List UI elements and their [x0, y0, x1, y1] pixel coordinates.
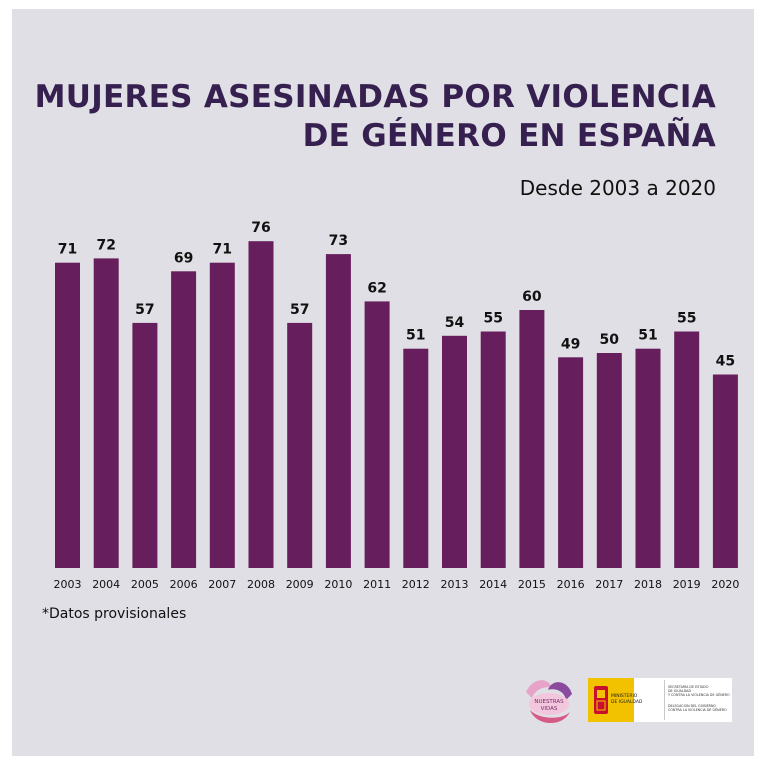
value-label-2008: 76 [251, 220, 270, 236]
x-tick-2015: 2015 [518, 578, 546, 591]
x-tick-2018: 2018 [634, 578, 662, 591]
bar-2013 [442, 335, 467, 568]
logos-area: NUESTRAS VIDAS MINISTERIO DE IGUALDAD SE… [522, 672, 732, 730]
bar-2012 [403, 348, 429, 568]
value-label-2015: 60 [522, 289, 542, 305]
logo-text-line1: NUESTRAS [534, 699, 564, 705]
x-tick-2014: 2014 [479, 578, 507, 591]
bar-2008 [248, 241, 274, 568]
x-tick-2010: 2010 [324, 578, 352, 591]
bar-2017 [596, 353, 622, 568]
igualdad-label: DE IGUALDAD [611, 699, 643, 705]
x-tick-2004: 2004 [92, 578, 120, 591]
x-tick-2017: 2017 [595, 578, 623, 591]
value-label-2018: 51 [638, 328, 657, 344]
footnote: *Datos provisionales [42, 606, 187, 622]
x-tick-2016: 2016 [557, 578, 585, 591]
value-label-2004: 72 [96, 237, 115, 253]
value-label-2005: 57 [135, 302, 154, 318]
x-tick-2013: 2013 [441, 578, 469, 591]
bar-2009 [287, 322, 313, 568]
x-tick-2012: 2012 [402, 578, 430, 591]
value-label-2012: 51 [406, 328, 425, 344]
ministerio-label: MINISTERIO [611, 693, 638, 699]
ministerio-igualdad-logo: MINISTERIO DE IGUALDAD SECRETARÍA DE EST… [588, 678, 732, 722]
svg-text:CONTRA LA VIOLENCIA DE GÉNERO: CONTRA LA VIOLENCIA DE GÉNERO [668, 707, 727, 712]
svg-text:DELEGACIÓN DEL GOBIERNO: DELEGACIÓN DEL GOBIERNO [668, 703, 716, 708]
chart-subtitle: Desde 2003 a 2020 [519, 176, 716, 200]
chart-title: MUJERES ASESINADAS POR VIOLENCIA DE GÉNE… [35, 78, 716, 156]
value-label-2016: 49 [561, 336, 580, 352]
bar-2016 [558, 357, 584, 568]
x-tick-2020: 2020 [711, 578, 739, 591]
svg-text:DE IGUALDAD: DE IGUALDAD [668, 689, 691, 693]
x-tick-2006: 2006 [170, 578, 198, 591]
bar-2003 [55, 262, 80, 568]
bar-2019 [674, 331, 700, 568]
bar-2018 [635, 348, 661, 568]
x-tick-2007: 2007 [208, 578, 236, 591]
bar-2010 [325, 254, 351, 568]
value-label-2006: 69 [174, 250, 193, 266]
value-label-2009: 57 [290, 302, 309, 318]
bar-2015 [519, 310, 545, 568]
value-label-2020: 45 [716, 354, 735, 370]
x-tick-2011: 2011 [363, 578, 391, 591]
value-label-2011: 62 [367, 280, 386, 296]
bar-2006 [171, 271, 197, 568]
value-label-2013: 54 [445, 315, 465, 331]
x-tick-2008: 2008 [247, 578, 275, 591]
bar-2007 [209, 262, 235, 568]
x-tick-2005: 2005 [131, 578, 159, 591]
value-label-2003: 71 [58, 242, 77, 258]
title-line-1: MUJERES ASESINADAS POR VIOLENCIA [34, 79, 716, 115]
svg-text:SECRETARÍA DE ESTADO: SECRETARÍA DE ESTADO [668, 684, 709, 689]
bar-2014 [480, 331, 506, 568]
logo-text-line2: VIDAS [541, 706, 558, 712]
value-label-2010: 73 [329, 233, 348, 249]
bar-2011 [364, 301, 390, 568]
value-label-2019: 55 [677, 311, 696, 327]
x-tick-2019: 2019 [673, 578, 701, 591]
value-label-2017: 50 [600, 332, 620, 348]
bar-2004 [93, 258, 119, 568]
nuestras-vidas-logo: NUESTRAS VIDAS [526, 680, 572, 724]
bar-2020 [712, 374, 738, 568]
svg-text:Y CONTRA LA VIOLENCIA DE GÉNER: Y CONTRA LA VIOLENCIA DE GÉNERO [668, 692, 730, 697]
bar-2005 [132, 322, 158, 568]
value-label-2007: 71 [213, 242, 232, 258]
x-tick-2009: 2009 [286, 578, 314, 591]
x-tick-2003: 2003 [54, 578, 82, 591]
title-line-2: DE GÉNERO EN ESPAÑA [302, 118, 716, 154]
value-label-2014: 55 [483, 311, 502, 327]
